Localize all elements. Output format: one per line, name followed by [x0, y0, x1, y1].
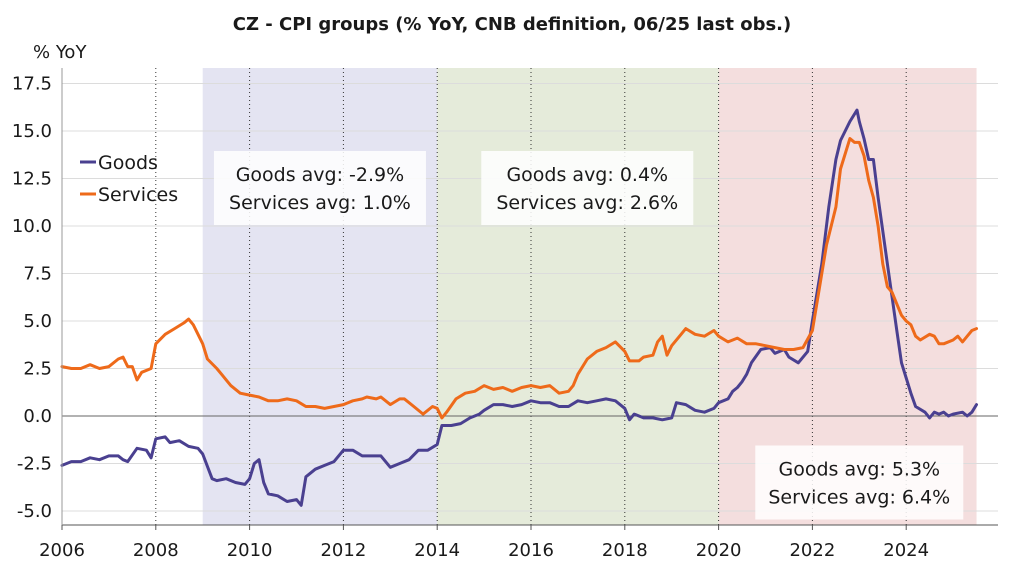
- x-tick-label: 2022: [789, 540, 835, 561]
- legend: Goods Services: [80, 152, 178, 206]
- x-tick-label: 2020: [696, 540, 742, 561]
- y-tick-label: 5.0: [23, 311, 52, 332]
- series-line-goods: [60, 108, 978, 507]
- y-tick-label: -2.5: [17, 454, 52, 475]
- series-line-services: [60, 137, 978, 420]
- annotation-box-3: Goods avg: 5.3% Services avg: 6.4%: [755, 445, 964, 520]
- region-1: [202, 68, 438, 525]
- annotation-box-1: Goods avg: -2.9% Services avg: 1.0%: [213, 151, 426, 225]
- x-tick-label: 2016: [508, 540, 554, 561]
- chart-title: CZ - CPI groups (% YoY, CNB definition, …: [233, 14, 791, 35]
- annotation-line: Services avg: 2.6%: [496, 192, 678, 214]
- y-tick-label: 10.0: [12, 216, 52, 237]
- x-tick-label: 2018: [602, 540, 648, 561]
- annotation-line: Services avg: 6.4%: [768, 487, 950, 509]
- legend-label-services: Services: [98, 184, 178, 206]
- annotation-boxes: Goods avg: -2.9%Services avg: 1.0%Goods …: [213, 151, 964, 520]
- x-tick-label: 2010: [227, 540, 273, 561]
- y-tick-label: 12.5: [12, 169, 52, 190]
- annotation-line: Goods avg: 0.4%: [506, 164, 668, 186]
- x-tick-label: 2006: [39, 540, 85, 561]
- annotation-background: [755, 445, 964, 520]
- annotation-box-2: Goods avg: 0.4% Services avg: 2.6%: [481, 151, 694, 225]
- x-tick-label: 2014: [414, 540, 460, 561]
- x-tick-label: 2012: [320, 540, 366, 561]
- shaded-period-regions: [202, 68, 977, 525]
- annotation-background: [213, 151, 426, 225]
- series-lines: [60, 108, 978, 507]
- y-tick-label: 15.0: [12, 121, 52, 142]
- legend-label-goods: Goods: [98, 152, 158, 174]
- annotation-line: Services avg: 1.0%: [229, 192, 411, 214]
- y-tick-label: 2.5: [23, 359, 52, 380]
- x-tick-label: 2024: [883, 540, 929, 561]
- y-tick-label: 0.0: [23, 406, 52, 427]
- y-tick-labels: -5.0 -2.5 0.0 2.5 5.0 7.5 10.0 12.5 15.0 17.5: [12, 74, 52, 523]
- x-axis: [61, 68, 998, 530]
- region-2: [437, 68, 719, 525]
- annotation-background: [481, 151, 694, 225]
- y-tick-label: -5.0: [17, 501, 52, 522]
- y-axis-label: % YoY: [33, 42, 87, 63]
- annotation-line: Goods avg: -2.9%: [236, 164, 405, 186]
- y-tick-label: 17.5: [12, 74, 52, 95]
- x-tick-label: 2008: [133, 540, 179, 561]
- x-tick-labels: 2006 2008 2010 2012 2014 2016 2018 2020 2022 2024: [39, 540, 929, 561]
- annotation-line: Goods avg: 5.3%: [778, 459, 940, 481]
- y-tick-label: 7.5: [23, 264, 52, 285]
